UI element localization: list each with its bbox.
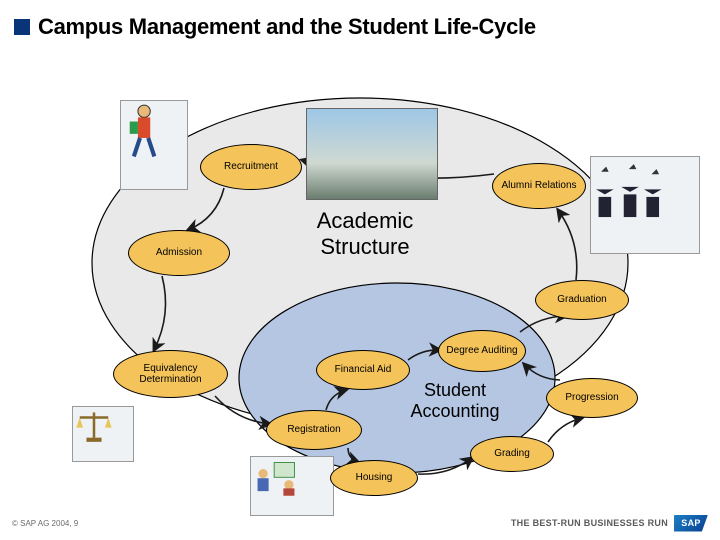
node-equivalency: Equivalency Determination <box>113 350 228 398</box>
node-grading: Grading <box>470 436 554 472</box>
node-financial: Financial Aid <box>316 350 410 390</box>
center-label-academic-structure: Academic Structure <box>285 208 445 260</box>
node-label: Admission <box>156 247 202 259</box>
node-label: Registration <box>287 424 340 436</box>
graduates-icon <box>590 156 700 254</box>
balance-scale-icon <box>72 406 134 462</box>
title-bar: Campus Management and the Student Life-C… <box>14 14 536 40</box>
node-progression: Progression <box>546 378 638 418</box>
node-label: Progression <box>565 392 618 404</box>
sap-logo-icon: SAP <box>674 515 708 532</box>
node-label: Financial Aid <box>335 364 392 376</box>
node-label: Degree Auditing <box>446 345 517 357</box>
footer-copyright: © SAP AG 2004, 9 <box>12 519 78 528</box>
student-walking-icon <box>120 100 188 190</box>
node-housing: Housing <box>330 460 418 496</box>
node-label: Recruitment <box>224 161 278 173</box>
footer-tagline: THE BEST-RUN BUSINESSES RUN SAP <box>511 515 708 532</box>
node-label: Housing <box>356 472 393 484</box>
node-degree: Degree Auditing <box>438 330 526 372</box>
cycle-arrow <box>548 418 582 442</box>
node-label: Grading <box>494 448 530 460</box>
campus-building-photo <box>306 108 438 200</box>
center-label-student-accounting: Student Accounting <box>380 380 530 422</box>
students-at-desk-icon <box>250 456 334 516</box>
node-label: Equivalency Determination <box>120 363 221 386</box>
node-label: Alumni Relations <box>501 180 576 192</box>
node-label: Graduation <box>557 294 606 306</box>
node-registration: Registration <box>266 410 362 450</box>
node-alumni: Alumni Relations <box>492 163 586 209</box>
diagram-stage: Academic Structure Student Accounting Re… <box>0 48 720 512</box>
slide-footer: © SAP AG 2004, 9 THE BEST-RUN BUSINESSES… <box>12 514 708 532</box>
title-bullet-icon <box>14 19 30 35</box>
slide-title: Campus Management and the Student Life-C… <box>38 14 536 40</box>
node-admission: Admission <box>128 230 230 276</box>
node-graduation: Graduation <box>535 280 629 320</box>
footer-tagline-text: THE BEST-RUN BUSINESSES RUN <box>511 518 668 528</box>
node-recruitment: Recruitment <box>200 144 302 190</box>
